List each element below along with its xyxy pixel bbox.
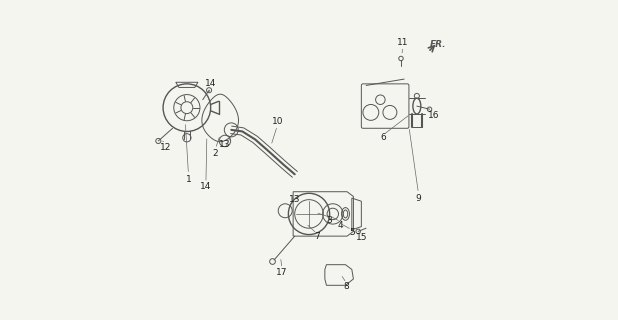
Text: 14: 14 [205,79,216,88]
Text: 8: 8 [344,282,349,292]
Text: 5: 5 [349,228,355,237]
Text: 17: 17 [276,268,288,277]
Text: 15: 15 [355,233,367,242]
Text: 6: 6 [381,133,386,142]
Text: 13: 13 [219,140,231,148]
Text: FR.: FR. [430,40,446,49]
Text: 7: 7 [314,232,320,241]
Text: 1: 1 [185,174,192,184]
Text: 9: 9 [415,194,421,203]
Text: 14: 14 [200,182,211,191]
Text: 4: 4 [338,220,344,229]
Text: 11: 11 [397,38,408,47]
Text: 2: 2 [213,149,218,158]
Text: 10: 10 [271,117,283,126]
Text: 12: 12 [160,143,171,152]
Text: 16: 16 [428,111,439,120]
Text: 3: 3 [327,216,332,225]
Text: 13: 13 [289,195,300,204]
